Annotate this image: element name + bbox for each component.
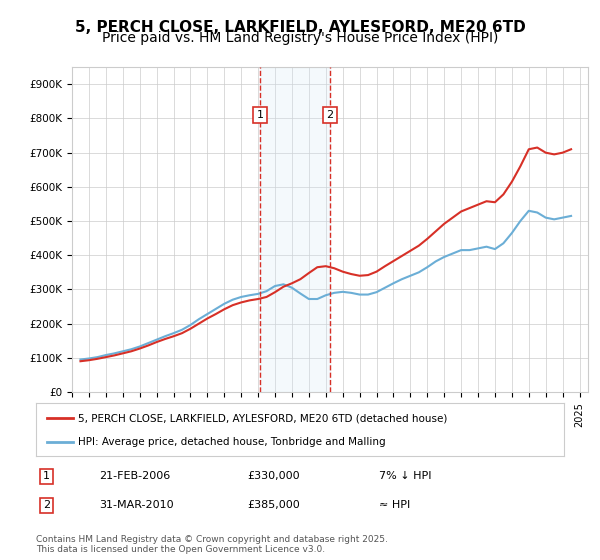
Text: £330,000: £330,000 — [247, 472, 300, 482]
Text: 2: 2 — [326, 110, 334, 120]
Text: Contains HM Land Registry data © Crown copyright and database right 2025.
This d: Contains HM Land Registry data © Crown c… — [36, 535, 388, 554]
Text: ≈ HPI: ≈ HPI — [379, 501, 410, 510]
Text: 1: 1 — [257, 110, 264, 120]
Text: Price paid vs. HM Land Registry's House Price Index (HPI): Price paid vs. HM Land Registry's House … — [102, 31, 498, 45]
Text: 5, PERCH CLOSE, LARKFIELD, AYLESFORD, ME20 6TD: 5, PERCH CLOSE, LARKFIELD, AYLESFORD, ME… — [74, 20, 526, 35]
Text: 21-FEB-2006: 21-FEB-2006 — [100, 472, 170, 482]
Text: £385,000: £385,000 — [247, 501, 300, 510]
Bar — [260, 67, 330, 392]
Text: 1: 1 — [43, 472, 50, 482]
Text: 2: 2 — [43, 501, 50, 510]
Text: 5, PERCH CLOSE, LARKFIELD, AYLESFORD, ME20 6TD (detached house): 5, PERCH CLOSE, LARKFIELD, AYLESFORD, ME… — [78, 413, 448, 423]
Text: 31-MAR-2010: 31-MAR-2010 — [100, 501, 174, 510]
Text: HPI: Average price, detached house, Tonbridge and Malling: HPI: Average price, detached house, Tonb… — [78, 436, 386, 446]
Text: 7% ↓ HPI: 7% ↓ HPI — [379, 472, 432, 482]
